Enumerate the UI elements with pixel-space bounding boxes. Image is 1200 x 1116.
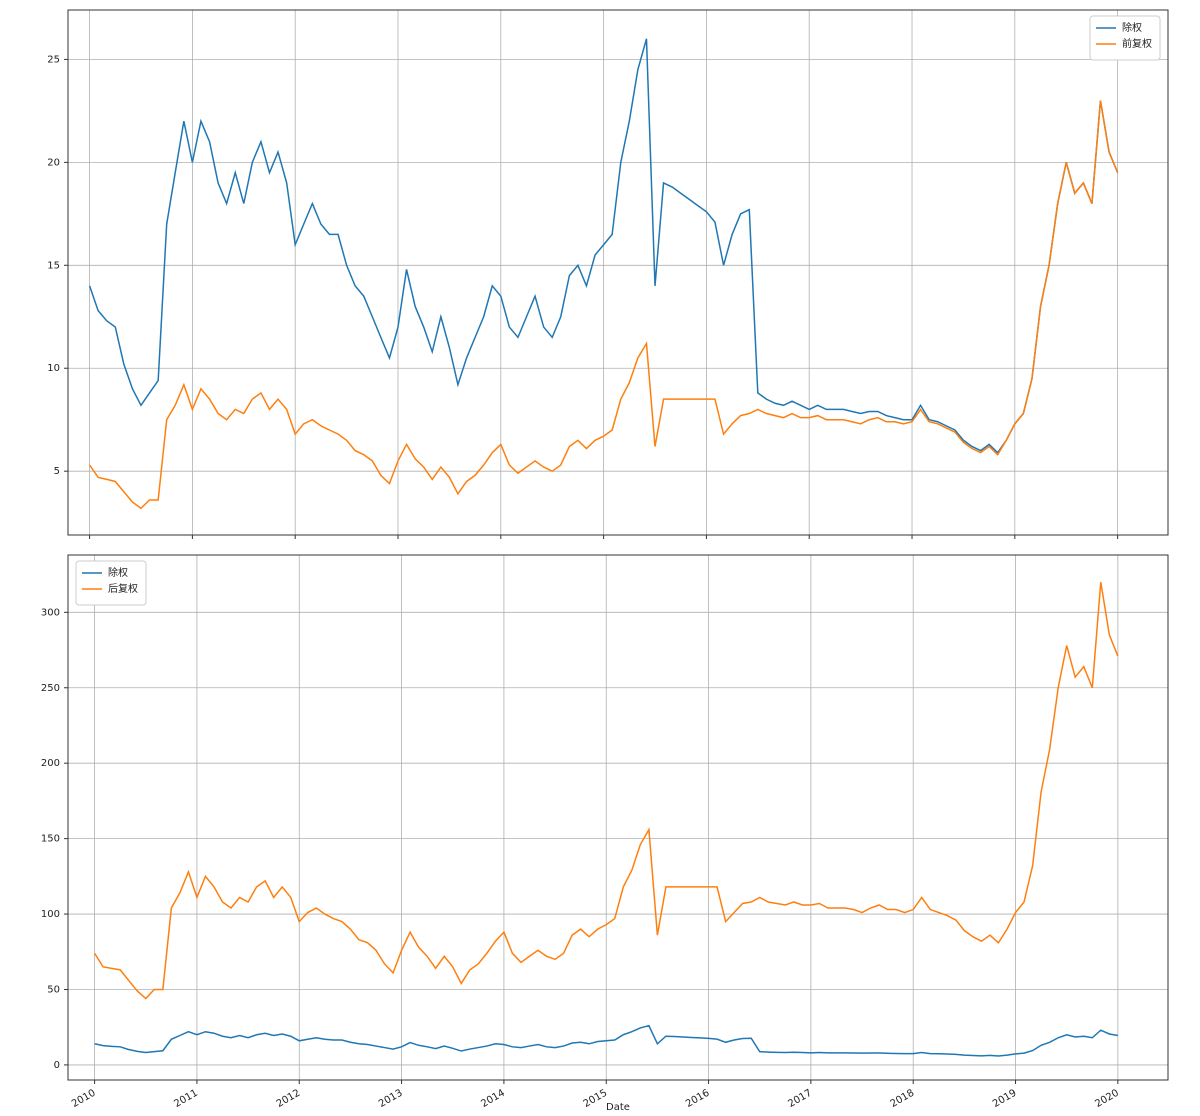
plot-frame xyxy=(67,554,1169,1081)
y-tick-label: 5 xyxy=(54,466,60,477)
y-tick-label: 25 xyxy=(47,54,60,65)
y-tick-label: 20 xyxy=(47,157,60,168)
series-line xyxy=(93,582,1119,1000)
y-tick-label: 200 xyxy=(41,758,60,769)
y-tick-label: 0 xyxy=(54,1060,60,1071)
x-axis-label: Date xyxy=(606,1102,630,1112)
series-line xyxy=(94,1024,1118,1057)
y-tick-label: 10 xyxy=(47,363,60,374)
panel-background xyxy=(0,0,1200,540)
y-tick-label: 250 xyxy=(41,683,60,694)
y-tick-label: 100 xyxy=(41,909,60,920)
plot-frame xyxy=(67,9,1169,536)
legend-label: 除权 xyxy=(1122,21,1142,34)
legend-label: 除权 xyxy=(108,566,128,579)
series-line xyxy=(88,38,1119,454)
series-line xyxy=(88,100,1119,510)
y-tick-label: 300 xyxy=(41,607,60,618)
legend-box xyxy=(75,560,147,606)
y-tick-label: 50 xyxy=(47,984,60,995)
y-tick-label: 150 xyxy=(41,834,60,845)
legend-box xyxy=(1089,15,1161,61)
legend-label: 前复权 xyxy=(1122,37,1152,50)
legend-label: 后复权 xyxy=(108,582,138,595)
y-tick-label: 15 xyxy=(47,260,60,271)
panel-background xyxy=(0,540,1200,1112)
